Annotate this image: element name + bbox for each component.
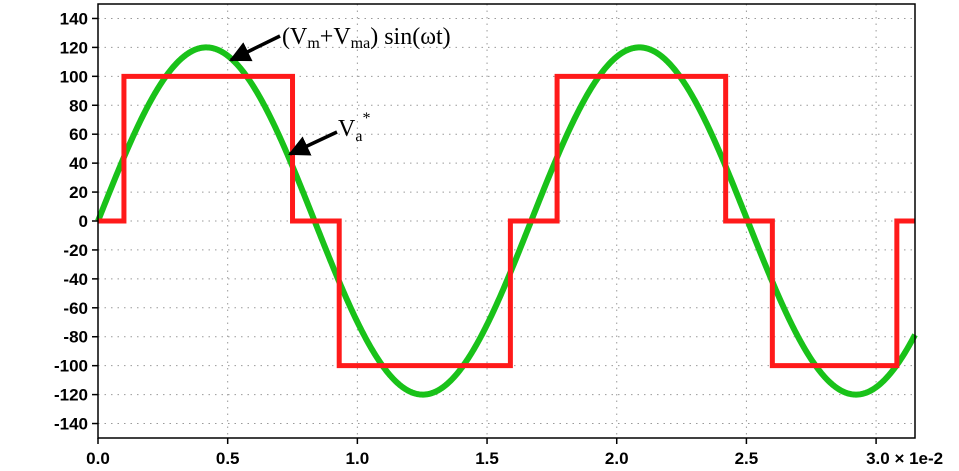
y-tick-label: -120 (54, 386, 88, 405)
y-tick-label: -80 (63, 328, 88, 347)
x-tick-label: 3.0 × 1e-2 (866, 449, 943, 468)
annotation-step-arrow (288, 130, 338, 156)
y-tick-label: 80 (69, 96, 88, 115)
x-axis: 0.0 0.5 1.0 1.5 2.0 2.5 3.0 × 1e-2 (86, 438, 943, 468)
y-tick-label: -60 (63, 299, 88, 318)
series-layer (95, 44, 918, 398)
y-axis: 140 120 100 80 60 40 20 0 -20 -40 -60 -80 -100 -120 -1… (54, 9, 98, 434)
series-line-sine (95, 44, 918, 398)
annotation-sine-arrow (229, 34, 281, 62)
y-tick-label: 20 (69, 183, 88, 202)
plot-background (98, 4, 915, 438)
y-tick-label: -100 (54, 357, 88, 376)
y-tick-label: -140 (54, 415, 88, 434)
y-tick-label: 120 (60, 38, 88, 57)
x-tick-label: 0.5 (216, 449, 240, 468)
x-tick-label: 1.5 (475, 449, 499, 468)
x-tick-label: 2.5 (735, 449, 759, 468)
series-line-step (98, 73, 915, 369)
y-tick-label: 140 (60, 9, 88, 28)
y-tick-label: 60 (69, 125, 88, 144)
y-tick-label: 40 (69, 154, 88, 173)
x-tick-label: 0.0 (86, 449, 110, 468)
x-tick-label: 2.0 (605, 449, 629, 468)
y-tick-label: -20 (63, 241, 88, 260)
y-tick-label: 100 (60, 67, 88, 86)
x-tick-label: 1.0 (346, 449, 370, 468)
y-tick-label: -40 (63, 270, 88, 289)
y-tick-label: 0 (79, 212, 88, 231)
